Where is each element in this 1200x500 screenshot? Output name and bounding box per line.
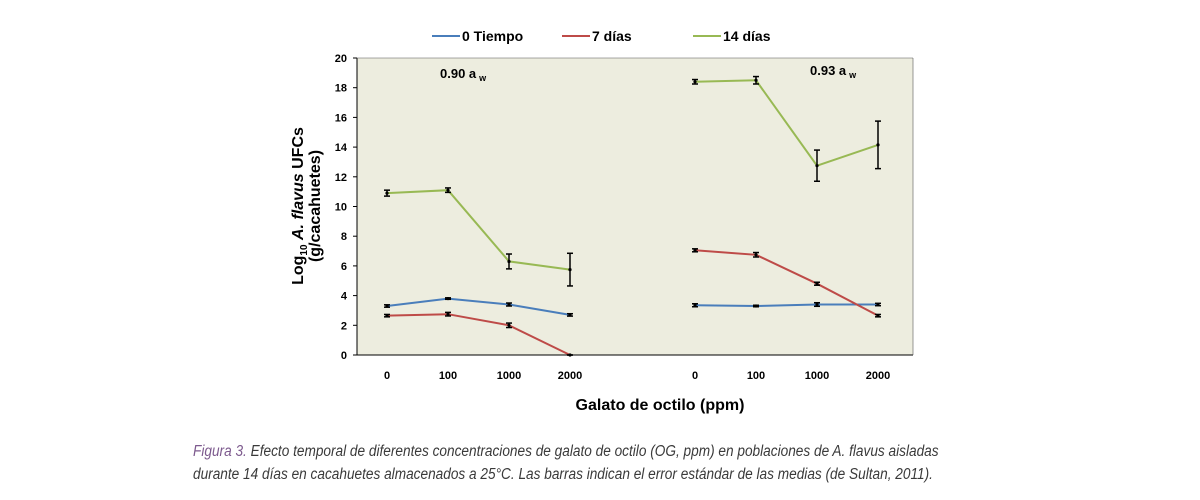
panel-label-right-sub: w (848, 70, 857, 80)
y-tick-label: 18 (335, 83, 347, 95)
data-point (446, 296, 450, 301)
y-tick-label: 6 (341, 261, 347, 273)
series-line (694, 249, 879, 317)
data-point (754, 304, 758, 308)
error-bar (692, 303, 698, 308)
data-point (693, 80, 697, 84)
error-bar (753, 251, 759, 258)
error-bar (567, 312, 573, 317)
x-tick-label: 0 (384, 370, 390, 382)
y-axis-title-subscript: 10 (299, 244, 310, 256)
y-axis-title-species: A. flavus (290, 173, 307, 241)
error-bar (814, 281, 820, 286)
y-tick-label: 16 (335, 112, 347, 124)
x-tick-label: 0 (692, 370, 698, 382)
y-tick-label: 2 (341, 320, 347, 332)
figure-caption: Figura 3. Efecto temporal de diferentes … (193, 440, 985, 486)
error-bar (506, 253, 512, 270)
y-axis-title-units: UFCs (290, 127, 307, 169)
error-bar (692, 78, 698, 85)
data-point (693, 248, 697, 252)
error-bar (567, 353, 573, 357)
error-bar (445, 187, 451, 194)
y-tick-label: 12 (335, 172, 347, 184)
y-axis-title-log: Log (290, 256, 307, 285)
error-bar (445, 311, 451, 317)
data-point (568, 268, 572, 272)
error-bar (875, 313, 881, 318)
legend-label-14-dias: 14 días (723, 28, 771, 44)
error-bar (875, 302, 881, 307)
error-bar (814, 149, 820, 183)
x-tick-label: 2000 (866, 370, 890, 382)
data-point (568, 353, 572, 357)
x-tick-label: 1000 (805, 370, 829, 382)
series-line (386, 313, 571, 356)
x-tick-label: 100 (747, 370, 765, 382)
data-point (815, 302, 819, 307)
error-bar (384, 304, 390, 308)
panel-label-left-sub: w (478, 73, 487, 83)
y-axis-title-line2: (g/cacahuetes) (307, 150, 324, 262)
data-point (754, 253, 758, 257)
data-point (507, 259, 511, 264)
data-point (446, 312, 450, 316)
data-point (876, 302, 880, 307)
series-line (386, 189, 571, 271)
plot-marks (384, 75, 881, 357)
data-point (876, 314, 880, 318)
data-point (815, 164, 819, 168)
x-tick-label: 100 (439, 370, 457, 382)
error-bar (506, 302, 512, 307)
y-axis-title-line1: Log10 A. flavus UFCs (290, 127, 310, 285)
data-point (507, 302, 511, 307)
legend: 0 Tiempo 7 días 14 días (432, 28, 771, 44)
y-tick-label: 14 (335, 142, 348, 154)
data-point (385, 314, 389, 318)
data-point (754, 78, 758, 82)
y-tick-label: 4 (341, 291, 348, 303)
y-tick-label: 10 (335, 202, 347, 214)
x-tick-label: 1000 (497, 370, 521, 382)
panel-label-right-text: 0.93 a (810, 63, 847, 78)
series-line (386, 297, 571, 316)
error-bar (384, 189, 390, 197)
data-point (385, 191, 389, 195)
y-tick-label: 8 (341, 231, 347, 243)
caption-text: Efecto temporal de diferentes concentrac… (193, 443, 939, 483)
plot-area (357, 58, 913, 355)
data-point (568, 313, 572, 317)
error-bar (567, 252, 573, 287)
y-axis-title: Log10 A. flavus UFCs (g/cacahuetes) (290, 127, 324, 285)
figure-label: Figura 3. (193, 443, 247, 460)
series-line (694, 79, 879, 167)
series-line (694, 303, 878, 308)
y-tick-label: 20 (335, 53, 347, 65)
axes: 0 2 4 6 8 10 12 14 16 18 20 0 100 1000 2000 0 100 1000 200… (335, 53, 914, 382)
legend-label-0-tiempo: 0 Tiempo (462, 28, 523, 44)
x-axis-title: Galato de octilo (ppm) (576, 397, 745, 414)
error-bar (445, 296, 451, 301)
legend-label-7-dias: 7 días (592, 28, 632, 44)
data-point (385, 304, 389, 308)
error-bar (753, 75, 759, 85)
error-bar (506, 322, 512, 329)
y-tick-label: 0 (341, 350, 347, 362)
error-bar (384, 313, 390, 318)
data-point (693, 303, 697, 307)
data-point (446, 188, 450, 192)
data-point (876, 143, 880, 147)
error-bar (875, 120, 881, 170)
x-tick-label: 2000 (558, 370, 582, 382)
error-bar (814, 301, 820, 308)
data-point (815, 282, 819, 286)
panel-label-left-text: 0.90 a (440, 66, 477, 81)
error-bar (753, 304, 759, 308)
data-point (507, 323, 511, 327)
error-bar (692, 248, 698, 253)
